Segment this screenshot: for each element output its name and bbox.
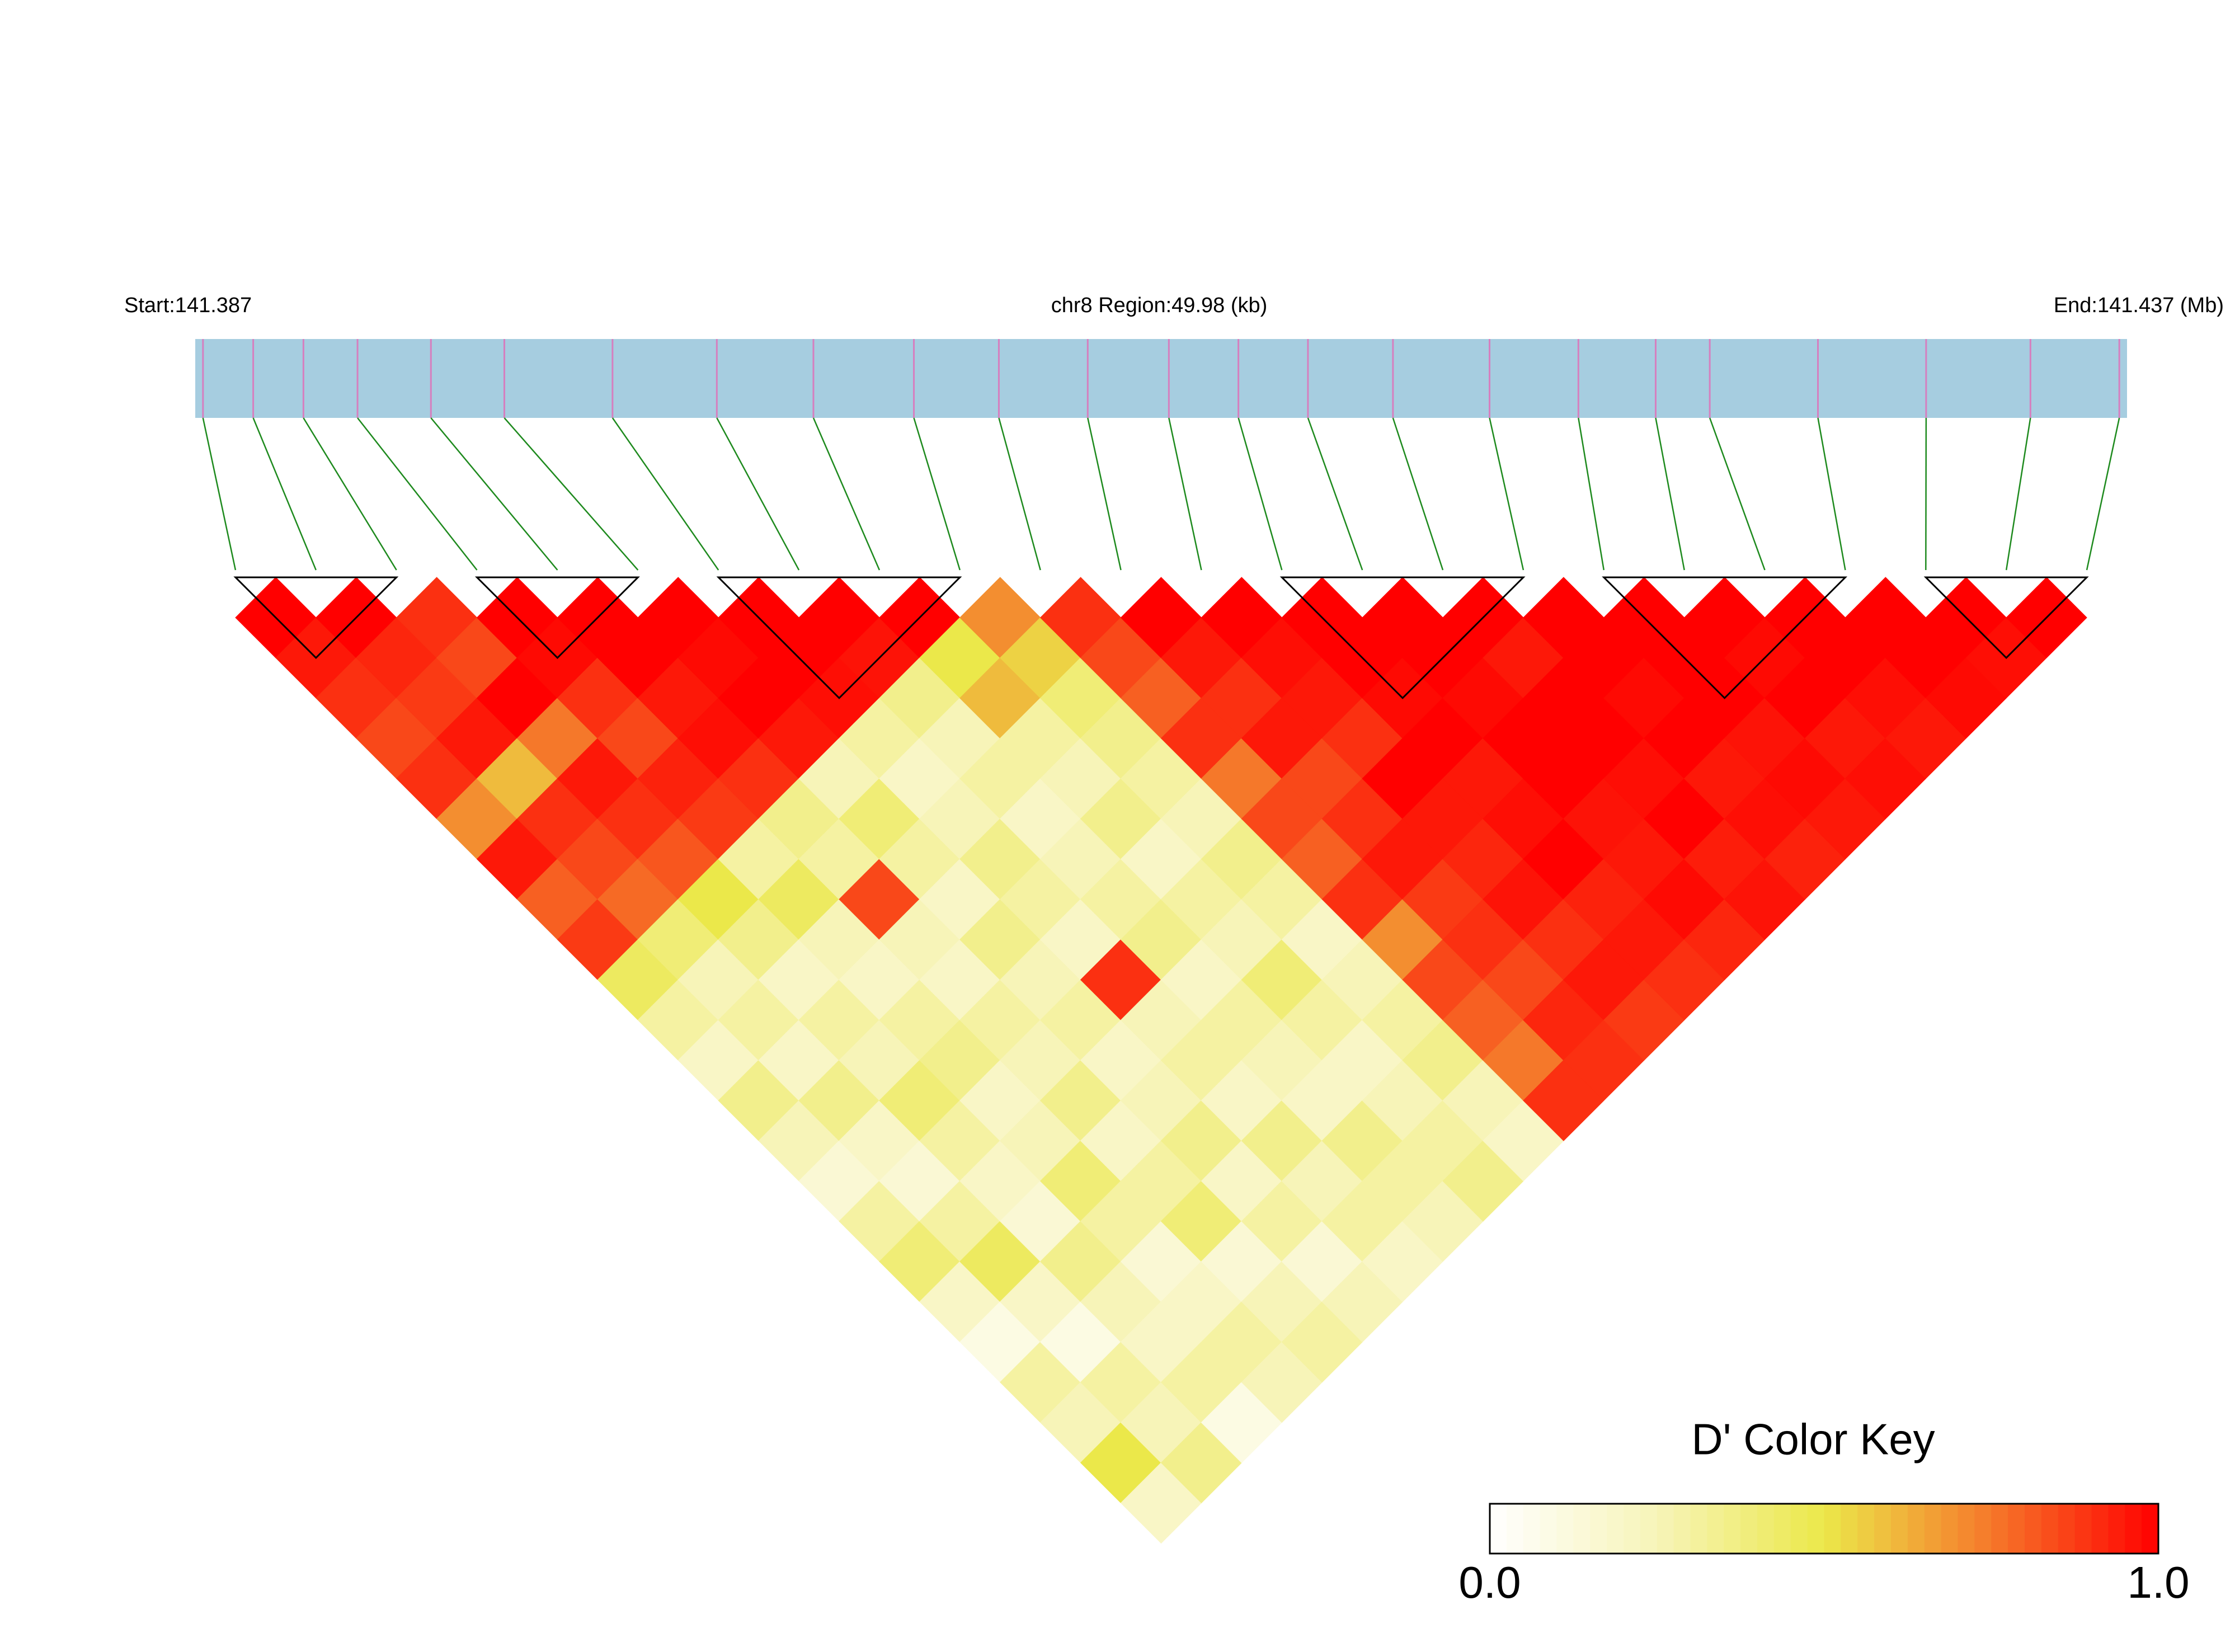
key-swatch [1991,1504,2009,1554]
key-swatch [1841,1504,1858,1554]
key-swatch [1824,1504,1842,1554]
key-title: D' Color Key [1691,1415,1935,1464]
key-swatch [2041,1504,2059,1554]
snp-connector [1817,417,1846,571]
key-swatch [2058,1504,2076,1554]
key-swatch [1590,1504,1608,1554]
snp-connector [913,417,961,571]
snp-connector [2005,417,2031,571]
key-swatch [1891,1504,1908,1554]
snp-connector [504,417,639,571]
key-tick-label: 1.0 [2127,1557,2189,1607]
ld-block [1923,576,2089,659]
key-swatch [2025,1504,2042,1554]
region-label: chr8 Region:49.98 (kb) [1051,294,1268,317]
ld-block [1602,576,1848,699]
key-swatch [1773,1504,1791,1554]
snp-connector [202,417,237,571]
position-bar [195,339,2127,418]
snp-connector [611,417,719,571]
key-swatch [1673,1504,1691,1554]
snp-connector [1489,417,1524,571]
key-swatch [1556,1504,1574,1554]
snp-connector [716,417,800,571]
key-swatch [1974,1504,1992,1554]
snp-connector [998,417,1041,571]
key-swatch [1740,1504,1758,1554]
key-swatch [1757,1504,1775,1554]
snp-connector [1087,417,1122,571]
ld-block [474,576,640,659]
key-tick-label: 0.0 [1458,1557,1521,1607]
key-swatch [2108,1504,2126,1554]
key-swatch [1607,1504,1624,1554]
key-swatch [1540,1504,1558,1554]
key-swatch [2008,1504,2025,1554]
snp-connector [1238,417,1283,571]
snp-connector [357,417,478,571]
key-swatch [1490,1504,1507,1554]
key-swatch [1807,1504,1825,1554]
key-swatch [2142,1504,2159,1554]
end-label: End:141.437 (Mb) [2054,294,2224,317]
key-swatch [1941,1504,1959,1554]
snp-connector [1578,417,1605,571]
key-swatch [1724,1504,1742,1554]
snp-connector [1392,417,1444,571]
snp-connector [1307,417,1363,571]
snp-connector [1655,417,1685,571]
key-swatch [1657,1504,1674,1554]
key-swatch [1924,1504,1942,1554]
snp-connector [812,417,881,571]
key-swatch [1523,1504,1541,1554]
key-frame [1489,1503,2159,1555]
snp-connector [1709,417,1766,571]
ld-block [233,576,399,659]
key-swatch [1690,1504,1708,1554]
key-swatch [1857,1504,1875,1554]
snp-connector [252,417,317,571]
key-swatch [1958,1504,1975,1554]
key-swatch [1624,1504,1641,1554]
key-swatch [1907,1504,1925,1554]
key-swatch [2091,1504,2109,1554]
key-swatch [1707,1504,1725,1554]
key-swatch [1790,1504,1808,1554]
key-swatch [1573,1504,1591,1554]
snp-connector [303,417,397,571]
snp-connector [430,417,558,571]
snp-connector [1168,417,1202,571]
key-swatch [1640,1504,1658,1554]
key-swatch [2074,1504,2092,1554]
key-swatch [2125,1504,2143,1554]
start-label: Start:141.387 [124,294,252,317]
key-swatch [1874,1504,1891,1554]
key-swatch [1506,1504,1524,1554]
ld-block [1279,576,1526,699]
snp-connector [2086,417,2120,571]
ld-block [716,576,962,699]
